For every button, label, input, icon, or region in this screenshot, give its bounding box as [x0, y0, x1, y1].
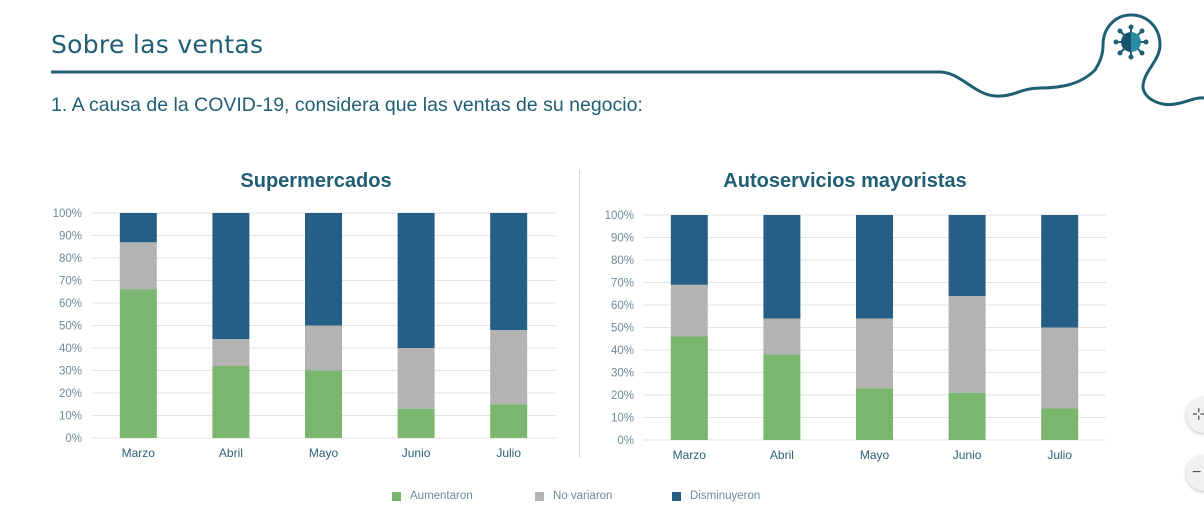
- bar-segment-no-variaron: [856, 318, 893, 389]
- bar-segment-no-variaron: [670, 284, 708, 337]
- legend-label: Disminuyeron: [690, 490, 761, 502]
- bar-segment-disminuyeron: [1041, 215, 1079, 328]
- bar-segment-no-variaron: [490, 330, 528, 405]
- chart-divider: [579, 170, 580, 458]
- legend-swatch: [392, 491, 401, 501]
- virus-icon: [1113, 24, 1149, 60]
- bar-segment-aumentaron: [670, 336, 708, 440]
- y-tick-label: 40%: [59, 343, 82, 355]
- fit-to-screen-button[interactable]: ⊹: [1186, 397, 1204, 433]
- y-tick-label: 30%: [611, 368, 634, 380]
- bar-segment-no-variaron: [397, 348, 435, 409]
- chart-title-supermercados: Supermercados: [240, 170, 392, 192]
- y-tick-label: 100%: [605, 210, 634, 222]
- legend-item-no-variaron: No variaron: [535, 490, 612, 502]
- y-tick-label: 10%: [611, 413, 634, 425]
- zoom-out-icon: −: [1192, 464, 1202, 481]
- chart-title-autoservicios: Autoservicios mayoristas: [723, 170, 967, 192]
- bar-segment-disminuyeron: [763, 215, 801, 319]
- header-decoration: [51, 13, 1204, 107]
- x-tick-label: Junio: [402, 446, 431, 460]
- y-tick-label: 0%: [65, 433, 82, 445]
- y-tick-label: 80%: [611, 255, 634, 267]
- y-tick-label: 80%: [59, 253, 82, 265]
- y-tick-label: 60%: [611, 300, 634, 312]
- y-tick-label: 0%: [617, 435, 634, 447]
- bar-segment-disminuyeron: [212, 213, 250, 339]
- x-tick-label: Marzo: [122, 446, 156, 460]
- fit-icon: ⊹: [1192, 406, 1204, 423]
- x-tick-label: Abril: [770, 448, 794, 462]
- bar-segment-no-variaron: [948, 296, 986, 393]
- y-tick-label: 70%: [59, 276, 82, 288]
- legend-label: Aumentaron: [410, 490, 473, 502]
- y-tick-label: 20%: [611, 390, 634, 402]
- y-tick-label: 40%: [611, 345, 634, 357]
- y-tick-label: 30%: [59, 366, 82, 378]
- y-tick-label: 50%: [611, 323, 634, 335]
- y-tick-label: 60%: [59, 298, 82, 310]
- x-tick-label: Julio: [1047, 448, 1072, 462]
- legend-item-aumentaron: Aumentaron: [392, 490, 473, 502]
- zoom-out-button[interactable]: −: [1186, 455, 1204, 491]
- x-tick-label: Marzo: [673, 448, 707, 462]
- x-tick-label: Junio: [953, 448, 982, 462]
- bar-segment-aumentaron: [212, 366, 250, 438]
- bar-segment-aumentaron: [1041, 408, 1079, 440]
- chart-autoservicios: 0% 10% 20% 30% 40% 50% 60% 70% 80% 90% 100% Marzo Ab…: [605, 210, 1106, 462]
- bar-segment-disminuyeron: [856, 215, 893, 319]
- bar-segment-aumentaron: [763, 354, 801, 440]
- bar-segment-disminuyeron: [119, 213, 157, 243]
- bar-segment-disminuyeron: [397, 213, 435, 348]
- bar-segment-aumentaron: [948, 392, 986, 440]
- bar-segment-disminuyeron: [305, 213, 342, 326]
- bar-segment-aumentaron: [305, 370, 342, 438]
- bar-segment-no-variaron: [763, 318, 801, 355]
- y-tick-label: 100%: [53, 208, 82, 220]
- legend-item-disminuyeron: Disminuyeron: [672, 490, 760, 502]
- x-tick-label: Mayo: [860, 448, 890, 462]
- legend-swatch: [672, 491, 681, 501]
- legend-label: No variaron: [553, 490, 613, 502]
- legend-swatch: [535, 491, 544, 501]
- y-tick-label: 10%: [59, 411, 82, 423]
- bar-segment-disminuyeron: [670, 215, 708, 285]
- bar-segment-aumentaron: [397, 408, 435, 438]
- y-tick-label: 90%: [611, 233, 634, 245]
- x-tick-label: Mayo: [309, 446, 339, 460]
- bar-segment-aumentaron: [119, 289, 157, 438]
- bar-segment-disminuyeron: [490, 213, 528, 330]
- bar-segment-aumentaron: [490, 404, 528, 438]
- bar-segment-no-variaron: [1041, 327, 1079, 409]
- bar-segment-no-variaron: [212, 339, 250, 366]
- y-tick-label: 20%: [59, 388, 82, 400]
- bar-segment-disminuyeron: [948, 215, 986, 296]
- header-underline: [51, 13, 1204, 107]
- bar-segment-no-variaron: [119, 242, 157, 290]
- y-tick-label: 90%: [59, 231, 82, 243]
- x-tick-label: Julio: [496, 446, 521, 460]
- bar-segment-aumentaron: [856, 388, 893, 440]
- x-tick-label: Abril: [219, 446, 243, 460]
- section-title: Sobre las ventas: [51, 30, 264, 59]
- survey-question: 1. A causa de la COVID-19, considera que…: [51, 94, 643, 116]
- y-tick-label: 50%: [59, 321, 82, 333]
- bar-segment-no-variaron: [305, 325, 342, 371]
- y-tick-label: 70%: [611, 278, 634, 290]
- chart-supermercados: 0% 10% 20% 30% 40% 50% 60% 70% 80% 90% 100% Marzo Ab…: [53, 208, 555, 460]
